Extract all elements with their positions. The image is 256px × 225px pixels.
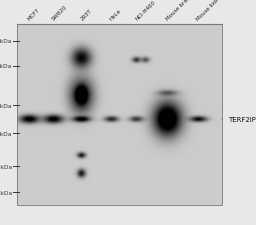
Text: 130kDa: 130kDa — [0, 190, 12, 195]
Text: Mouse brain: Mouse brain — [165, 0, 193, 22]
Text: TERF2IP: TERF2IP — [222, 116, 256, 122]
Text: MCF7: MCF7 — [27, 8, 41, 22]
Text: 70kDa: 70kDa — [0, 131, 12, 136]
Text: 40kDa: 40kDa — [0, 64, 12, 69]
Bar — [17, 25, 222, 205]
Text: HeLa: HeLa — [109, 8, 122, 22]
Text: 55kDa: 55kDa — [0, 103, 12, 108]
Text: NCI-H460: NCI-H460 — [134, 0, 156, 22]
Text: 293T: 293T — [79, 8, 93, 22]
Text: 35kDa: 35kDa — [0, 39, 12, 44]
Text: 100kDa: 100kDa — [0, 164, 12, 169]
Text: Mouse kidney: Mouse kidney — [196, 0, 226, 22]
Text: SW620: SW620 — [51, 4, 69, 22]
